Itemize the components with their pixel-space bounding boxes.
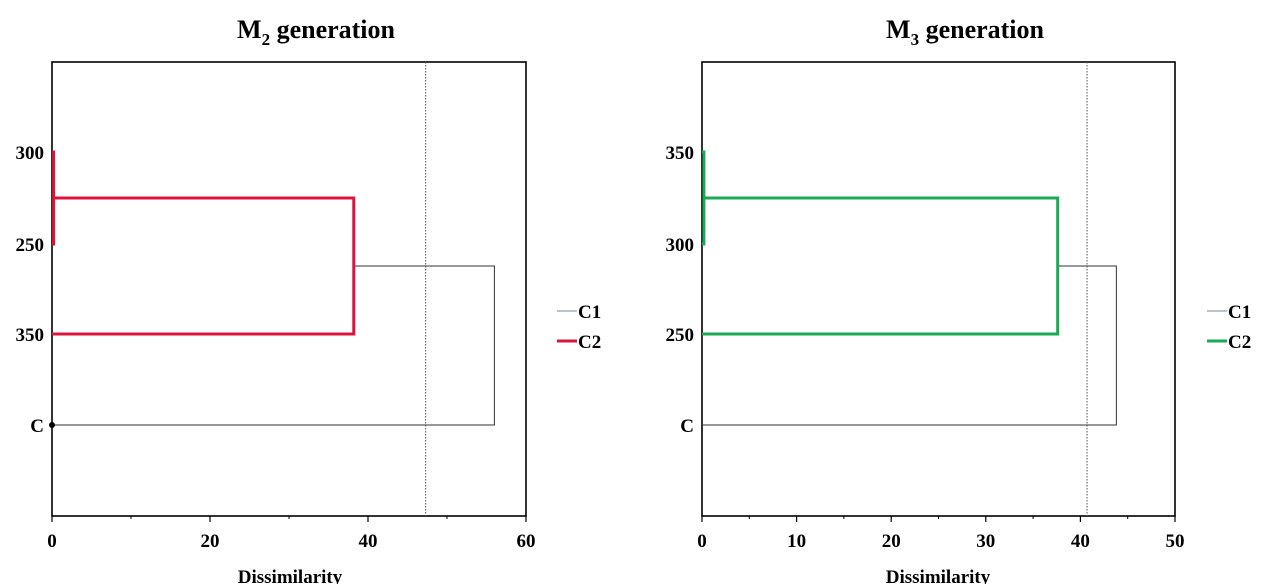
- x-tick-label: 20: [201, 531, 220, 552]
- x-tick-label: 50: [1166, 531, 1185, 552]
- legend-label-c1: C1: [1228, 302, 1251, 323]
- branch-c1-root: [702, 265, 1117, 426]
- title-subscript: 3: [911, 30, 920, 49]
- legend-label-c1: C1: [578, 302, 601, 323]
- x-tick-label: 30: [976, 531, 995, 552]
- leaf-label: 350: [16, 325, 45, 346]
- x-tick-label: 40: [1071, 531, 1090, 552]
- leaf-label: 300: [16, 143, 45, 164]
- branch-merge-1: [52, 150, 56, 246]
- leaf-label: C: [680, 416, 694, 437]
- chart-title: M2 generation: [237, 15, 396, 49]
- title-prefix: M: [886, 15, 911, 44]
- title-prefix: M: [237, 15, 262, 44]
- title-suffix: generation: [919, 15, 1044, 44]
- x-axis-label: Dissimilarity: [238, 567, 343, 584]
- branch-c1-root: [52, 265, 495, 426]
- plot-frame: [701, 61, 1176, 517]
- leaf-label: 250: [16, 235, 45, 256]
- x-tick-label: 60: [517, 531, 536, 552]
- branch-merge-2: [702, 196, 1060, 336]
- plot-frame: [51, 61, 527, 517]
- x-tick-label: 20: [882, 531, 901, 552]
- legend-label-c2: C2: [1228, 332, 1251, 353]
- x-axis-label: Dissimilarity: [886, 567, 991, 584]
- x-tick-label: 10: [787, 531, 806, 552]
- x-tick-label: 0: [697, 531, 707, 552]
- leaf-label: 250: [666, 325, 695, 346]
- panel-m2-generation: M2 generation 0 20 40 60 Dissimilarity 300 250 3…: [16, 15, 602, 584]
- title-suffix: generation: [270, 15, 395, 44]
- leaf-point: [49, 422, 55, 428]
- x-tick-label: 0: [47, 531, 57, 552]
- panel-m3-generation: M3 generation 0 10 20 30 40 50 Dissimilarity 350…: [666, 15, 1252, 584]
- x-tick-label: 40: [359, 531, 378, 552]
- leaf-label: 350: [666, 143, 695, 164]
- legend-label-c2: C2: [578, 332, 601, 353]
- leaf-label: C: [30, 416, 44, 437]
- branch-merge-2: [52, 196, 356, 336]
- chart-title: M3 generation: [886, 15, 1045, 49]
- title-subscript: 2: [262, 30, 271, 49]
- leaf-label: 300: [666, 235, 695, 256]
